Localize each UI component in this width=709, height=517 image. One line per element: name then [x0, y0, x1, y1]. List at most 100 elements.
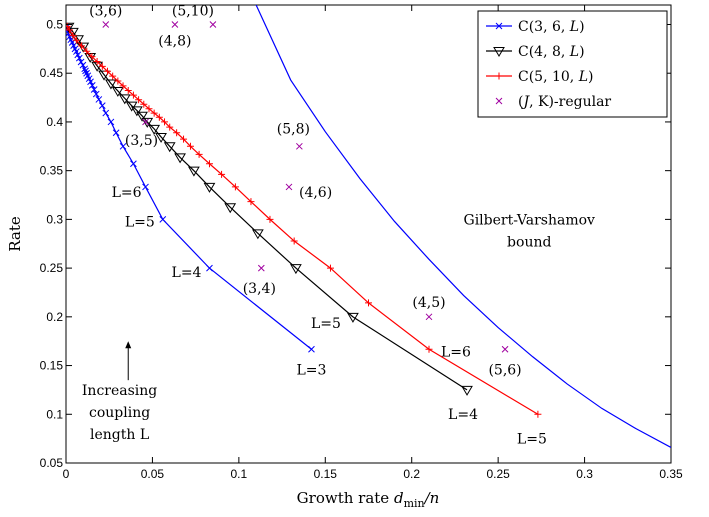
- annotations: (3,6) (4,8) (5,10) (3,5) (5,8) (4,6) (3,4) (4,5…: [82, 3, 595, 447]
- series-line: [255, 5, 671, 448]
- data-point: [114, 77, 122, 85]
- data-point: [78, 42, 86, 50]
- data-point: [163, 142, 176, 153]
- x-tick-label: 0.05: [141, 467, 165, 481]
- legend-swatch-marker: [495, 72, 503, 80]
- legend-swatch-marker: [495, 97, 503, 105]
- data-point: [173, 129, 181, 137]
- series-line: [66, 26, 539, 415]
- legend-label: C(5, 10, L): [518, 69, 593, 85]
- data-point: [75, 54, 83, 62]
- data-point: [150, 109, 158, 117]
- legend-box: [477, 10, 668, 118]
- data-point: [109, 72, 117, 80]
- data-point: [308, 345, 315, 353]
- data-point: [129, 91, 137, 99]
- y-tick-label: 0.4: [46, 115, 63, 129]
- data-point: [534, 410, 542, 418]
- data-point: [88, 53, 96, 61]
- data-point: [425, 313, 433, 321]
- data-point: [92, 90, 100, 98]
- data-point: [81, 65, 89, 73]
- data-point: [209, 21, 217, 28]
- annotation-label: (3,6): [89, 3, 122, 19]
- y-tick-label: 0.1: [46, 407, 63, 421]
- data-point: [148, 124, 161, 135]
- y-tick-label: 0.05: [40, 456, 64, 470]
- data-point: [130, 106, 143, 117]
- data-point: [72, 36, 80, 44]
- y-tick-label: 0.2: [46, 310, 63, 324]
- annotation-label: L=6: [441, 344, 471, 360]
- x-tick-label: 0.15: [314, 467, 338, 481]
- data-point: [119, 142, 127, 150]
- data-point: [119, 82, 127, 90]
- data-point: [95, 96, 103, 103]
- annotation-label: Gilbert-Varshamov: [464, 212, 596, 228]
- data-point: [159, 216, 167, 223]
- annotation-label: L=4: [172, 265, 202, 281]
- annotation-label: L=4: [448, 407, 478, 423]
- x-tick-label: 0.35: [659, 467, 683, 481]
- data-point: [166, 123, 174, 131]
- data-point: [98, 102, 106, 110]
- annotation-label: (4,8): [158, 33, 191, 49]
- data-point: [125, 101, 138, 112]
- data-point: [290, 264, 302, 275]
- data-point: [290, 237, 298, 245]
- annotation-label: (5,8): [277, 121, 310, 137]
- data-point: [326, 264, 334, 272]
- annotation-label: L=5: [125, 214, 155, 230]
- data-point: [224, 203, 237, 214]
- data-point: [257, 264, 265, 272]
- annotation-label: Increasing: [82, 383, 157, 399]
- data-point: [107, 118, 115, 126]
- series-0: [66, 23, 315, 353]
- data-point: [285, 183, 293, 191]
- annotation-label: L=3: [296, 362, 326, 378]
- data-point: [142, 183, 149, 191]
- data-point: [77, 42, 90, 53]
- data-point: [206, 264, 213, 272]
- series-2: [66, 22, 542, 418]
- data-point: [296, 142, 303, 150]
- annotation-label: (5,10): [172, 3, 214, 19]
- data-point: [77, 58, 85, 66]
- data-point: [140, 100, 148, 108]
- data-point: [90, 86, 98, 93]
- y-tick-label: 0.25: [40, 261, 64, 275]
- data-point: [142, 118, 149, 126]
- legend-swatch-marker: [495, 22, 503, 30]
- annotation-label: L=6: [112, 185, 142, 201]
- data-point: [88, 82, 96, 89]
- y-tick-label: 0.35: [40, 164, 64, 178]
- data-point: [66, 22, 75, 33]
- x-tick-label: 0.3: [576, 467, 593, 481]
- data-point: [66, 26, 73, 34]
- legend-swatch-marker: [493, 47, 505, 57]
- annotation-label: (4,6): [299, 185, 332, 201]
- data-point: [130, 160, 137, 168]
- data-point: [111, 86, 124, 97]
- legend-label: C(3, 6, L): [518, 19, 585, 35]
- data-point: [98, 62, 106, 70]
- data-point: [155, 132, 167, 143]
- annotation-label: bound: [507, 234, 551, 250]
- data-point: [203, 182, 216, 193]
- annotation-label: (3,5): [125, 133, 158, 149]
- data-point: [195, 150, 203, 158]
- data-point: [205, 160, 213, 168]
- data-point: [155, 113, 163, 121]
- y-axis-title: Rate: [6, 216, 24, 252]
- data-point: [102, 109, 110, 117]
- data-point: [425, 345, 433, 353]
- data-point: [67, 27, 79, 38]
- data-point: [186, 142, 194, 150]
- annotation-label: (3,4): [243, 281, 276, 297]
- annotation-label: L=5: [517, 431, 547, 447]
- y-tick-label: 0.15: [40, 359, 64, 373]
- data-point: [501, 345, 509, 353]
- legend-label: C(4, 8, L): [518, 44, 585, 60]
- data-point: [347, 312, 359, 323]
